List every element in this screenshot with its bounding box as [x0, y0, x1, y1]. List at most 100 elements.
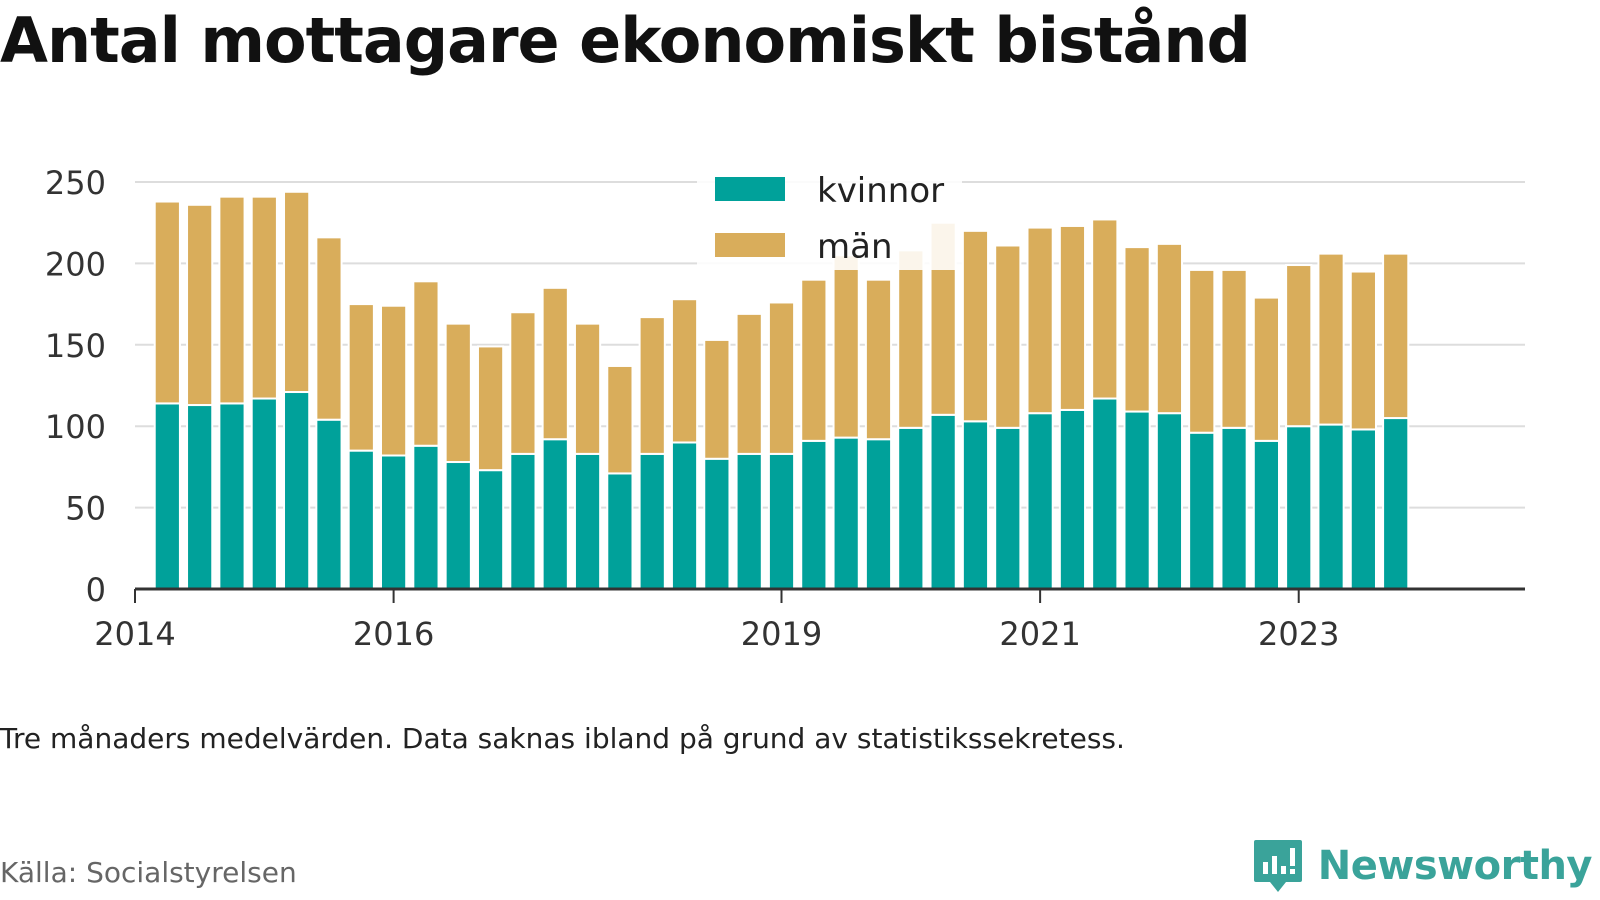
chart-note: Tre månaders medelvärden. Data saknas ib… — [0, 722, 1125, 755]
bar-mn-17 — [703, 338, 731, 460]
bar-mn-27 — [1026, 226, 1054, 415]
bar-mn-16 — [670, 298, 699, 444]
chart-title: Antal mottagare ekonomiskt bistånd — [0, 4, 1251, 77]
bar-kvinnor-38 — [1382, 417, 1410, 590]
bar-mn-5 — [315, 236, 343, 421]
x-tick-label: 2021 — [999, 615, 1080, 653]
bar-mn-1 — [186, 203, 214, 407]
bar-kvinnor-24 — [929, 413, 957, 590]
bar-mn-37 — [1349, 270, 1377, 431]
bar-kvinnor-13 — [573, 452, 602, 590]
bar-mn-34 — [1252, 296, 1281, 442]
bar-mn-26 — [994, 244, 1022, 429]
bar-mn-12 — [541, 286, 569, 441]
legend-swatch-mn — [715, 233, 785, 257]
bar-mn-10 — [476, 345, 505, 472]
bar-kvinnor-37 — [1349, 428, 1377, 590]
bar-kvinnor-11 — [509, 452, 537, 590]
bar-kvinnor-31 — [1155, 412, 1184, 590]
bar-kvinnor-33 — [1220, 426, 1248, 590]
newsworthy-logo: Newsworthy — [1252, 838, 1593, 894]
x-tick-label: 2016 — [353, 615, 434, 653]
bar-kvinnor-27 — [1026, 412, 1054, 590]
legend-swatch-kvinnor — [715, 177, 785, 201]
bar-kvinnor-18 — [735, 452, 763, 590]
bar-kvinnor-4 — [283, 391, 311, 590]
bar-kvinnor-5 — [315, 418, 343, 590]
bar-kvinnor-28 — [1058, 408, 1087, 591]
x-axis: 2014 2016 2019 2021 2023 — [94, 587, 1525, 653]
y-tick-label: 250 — [45, 164, 106, 202]
bar-mn-31 — [1155, 242, 1184, 415]
bar-kvinnor-17 — [703, 457, 731, 591]
bar-mn-19 — [767, 301, 796, 455]
y-tick-label: 100 — [45, 408, 106, 446]
bar-mn-30 — [1123, 246, 1151, 413]
bar-kvinnor-25 — [961, 420, 990, 591]
bar-mn-28 — [1058, 224, 1087, 411]
bar-mn-20 — [800, 278, 828, 442]
x-tick-label: 2019 — [741, 615, 822, 653]
legend: kvinnor män — [697, 160, 962, 270]
bar-mn-6 — [347, 303, 375, 452]
bar-mn-0 — [153, 200, 181, 405]
bar-mn-35 — [1285, 264, 1313, 428]
bar-mn-18 — [735, 312, 763, 455]
bar-kvinnor-21 — [832, 436, 860, 591]
bar-kvinnor-26 — [994, 426, 1022, 590]
bar-mn-8 — [412, 280, 440, 447]
x-tick-label: 2014 — [94, 615, 175, 653]
y-tick-label: 150 — [45, 327, 106, 365]
bar-mn-7 — [379, 304, 408, 457]
bar-mn-21 — [832, 254, 860, 439]
legend-label-kvinnor: kvinnor — [817, 171, 944, 211]
newsworthy-bar-chart-icon — [1253, 840, 1302, 892]
x-tick-label: 2023 — [1258, 615, 1339, 653]
legend-label-mn: män — [817, 227, 893, 267]
bar-kvinnor-3 — [250, 397, 278, 590]
bar-mn-36 — [1317, 252, 1345, 426]
bar-mn-29 — [1091, 218, 1119, 400]
bar-mn-25 — [961, 229, 990, 423]
bar-kvinnor-2 — [218, 402, 246, 590]
bar-kvinnor-36 — [1317, 423, 1345, 590]
bar-kvinnor-22 — [864, 438, 893, 590]
bar-mn-4 — [283, 190, 311, 394]
bar-kvinnor-20 — [800, 439, 828, 590]
bar-kvinnor-34 — [1252, 439, 1281, 590]
bar-mn-15 — [638, 316, 666, 455]
bar-mn-33 — [1220, 268, 1248, 429]
bar-kvinnor-14 — [606, 472, 634, 590]
bar-mn-38 — [1382, 252, 1410, 420]
y-tick-label: 200 — [45, 245, 106, 283]
bar-kvinnor-8 — [412, 444, 440, 590]
bar-kvinnor-16 — [670, 441, 699, 591]
bar-kvinnor-32 — [1188, 431, 1216, 590]
bar-kvinnor-12 — [541, 438, 569, 590]
bar-kvinnor-0 — [153, 402, 181, 590]
source-label: Källa: Socialstyrelsen — [0, 856, 297, 889]
bars — [153, 190, 1410, 591]
bar-kvinnor-19 — [767, 452, 796, 590]
bar-kvinnor-1 — [186, 404, 214, 591]
y-axis-ticks: 0 50 100 150 200 250 — [45, 164, 106, 609]
bar-mn-14 — [606, 364, 634, 475]
bar-mn-9 — [444, 322, 472, 464]
brand-name: Newsworthy — [1317, 843, 1593, 889]
bar-kvinnor-10 — [476, 469, 505, 591]
bar-kvinnor-9 — [444, 461, 472, 590]
stacked-bar-chart: 0 50 100 150 200 250 2014 2016 2019 2021 2023 kvi… — [44, 160, 1525, 653]
bar-kvinnor-35 — [1285, 425, 1313, 591]
bar-kvinnor-29 — [1091, 397, 1119, 590]
bar-mn-22 — [864, 278, 893, 441]
y-tick-label: 50 — [65, 490, 106, 528]
y-tick-label: 0 — [86, 571, 106, 609]
bar-mn-23 — [897, 249, 925, 429]
bar-kvinnor-23 — [897, 426, 925, 590]
bar-kvinnor-15 — [638, 452, 666, 590]
bar-mn-13 — [573, 322, 602, 455]
bar-mn-32 — [1188, 268, 1216, 434]
bar-kvinnor-30 — [1123, 410, 1151, 590]
bar-mn-2 — [218, 195, 246, 405]
bar-kvinnor-6 — [347, 449, 375, 590]
